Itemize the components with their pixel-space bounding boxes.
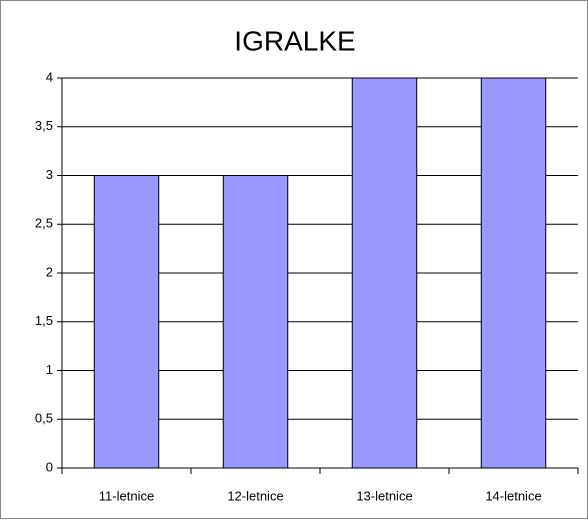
chart-title: IGRALKE bbox=[234, 25, 355, 56]
bar bbox=[480, 77, 547, 469]
x-tick-label: 12-letnice bbox=[227, 488, 283, 503]
y-tick-label: 2 bbox=[46, 264, 53, 279]
x-tick-label: 14-letnice bbox=[485, 488, 541, 503]
x-tick-label: 11-letnice bbox=[99, 488, 154, 503]
y-tick-label: 1,5 bbox=[35, 313, 53, 328]
y-tick-label: 4 bbox=[46, 69, 53, 84]
y-tick-label: 3,5 bbox=[35, 118, 53, 133]
bar bbox=[351, 77, 418, 469]
y-tick-label: 0,5 bbox=[35, 411, 53, 426]
y-tick-label: 1 bbox=[46, 362, 53, 377]
bar bbox=[222, 175, 289, 469]
y-tick-label: 2,5 bbox=[35, 216, 53, 231]
bar bbox=[93, 175, 160, 469]
y-tick-label: 3 bbox=[46, 167, 53, 182]
x-tick-label: 13-letnice bbox=[356, 488, 412, 503]
y-tick-label: 0 bbox=[46, 459, 53, 474]
